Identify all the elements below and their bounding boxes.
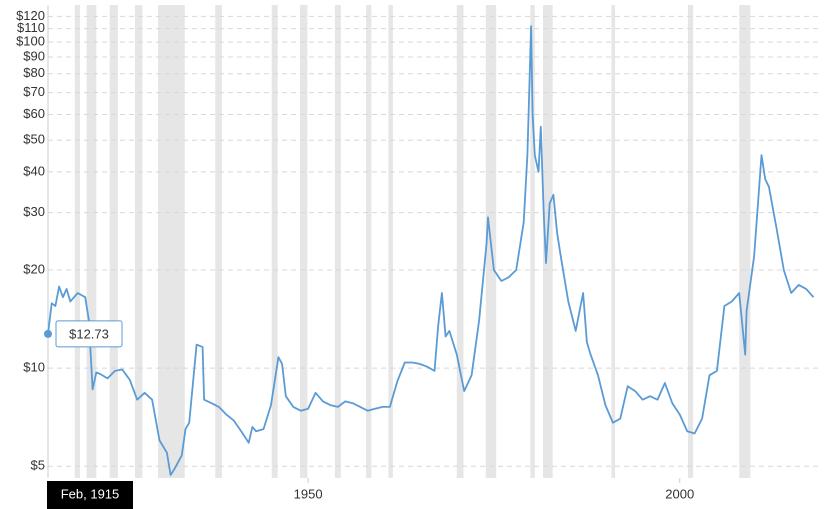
recession-band (739, 5, 751, 478)
y-tick-label: $5 (31, 458, 45, 473)
recession-band (388, 5, 393, 478)
recession-band (158, 5, 185, 478)
x-tooltip: Feb, 1915 (61, 486, 120, 501)
recession-band (334, 5, 341, 478)
y-tick-label: $40 (23, 163, 45, 178)
recession-band (271, 5, 278, 478)
recession-band (109, 5, 118, 478)
y-tick-label: $80 (23, 65, 45, 80)
y-tick-label: $10 (23, 360, 45, 375)
y-tick-label: $70 (23, 84, 45, 99)
y-tick-label: $60 (23, 106, 45, 121)
recession-band (134, 5, 143, 478)
x-tick-label: 2000 (665, 486, 694, 501)
recession-band (74, 5, 80, 478)
hover-point (44, 329, 52, 338)
price-line (47, 25, 815, 476)
y-tick-label: $20 (23, 261, 45, 276)
recession-band (687, 5, 694, 478)
y-tick-label: $50 (23, 132, 45, 147)
x-tick-label: 1950 (294, 486, 323, 501)
recession-band (456, 5, 464, 478)
x-tooltip-box (47, 481, 133, 509)
y-tick-label: $30 (23, 204, 45, 219)
recession-band (366, 5, 372, 478)
recession-band (215, 5, 222, 478)
y-tick-label: $120 (16, 8, 45, 23)
recession-band (530, 5, 535, 478)
recession-band (611, 5, 616, 478)
value-tooltip: $12.73 (69, 326, 109, 341)
y-tick-label: $110 (17, 20, 45, 35)
recession-band (299, 5, 308, 478)
recession-band (86, 5, 97, 478)
value-tooltip-box (55, 320, 123, 348)
y-tick-label: $90 (23, 48, 45, 63)
y-tick-label: $100 (16, 34, 45, 49)
